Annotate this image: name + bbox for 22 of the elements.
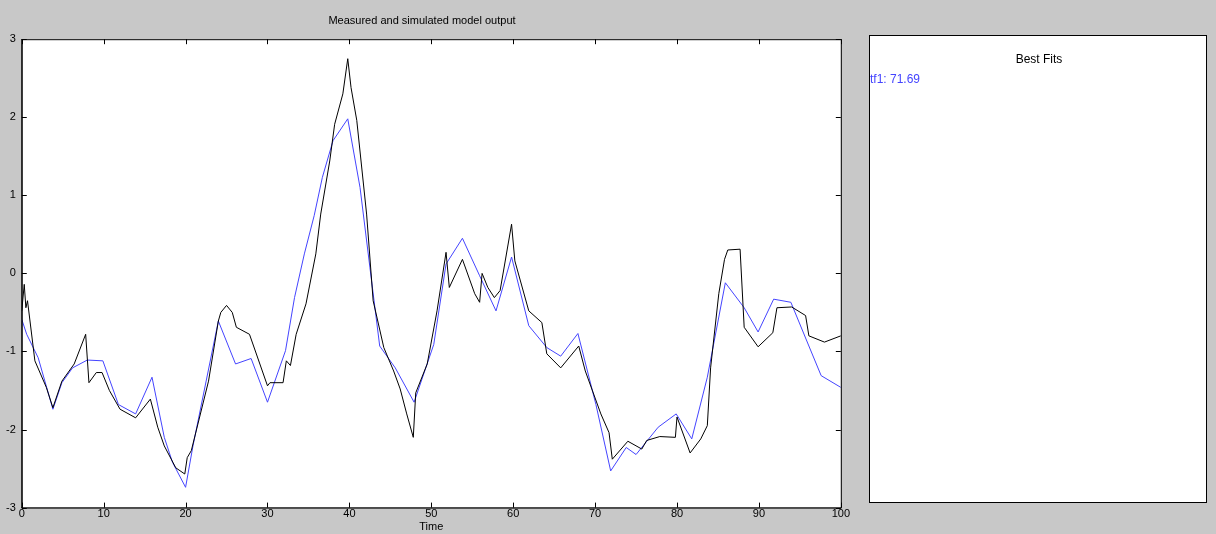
text: tf1: 71.69 — [870, 72, 921, 86]
legend-title: Best Fits — [1014, 52, 1064, 66]
x-tick-label: 40 — [343, 507, 356, 520]
y-tick-label: 0 — [9, 266, 16, 279]
y-tick-label: 2 — [9, 110, 16, 123]
x-tick-label: 50 — [425, 507, 438, 520]
y-tick-label: -2 — [6, 422, 16, 435]
y-tick-label: 1 — [9, 188, 16, 201]
y-tick-label: -1 — [6, 344, 16, 357]
x-tick-label: 70 — [588, 507, 602, 520]
x-tick-label: 10 — [97, 507, 110, 520]
x-tick-label: 20 — [179, 507, 192, 520]
x-tick-label: 80 — [670, 507, 684, 520]
x-axis-title: Time — [419, 520, 444, 533]
y-tick-label: -3 — [6, 500, 16, 513]
x-tick-label: 30 — [261, 507, 274, 520]
y-tick-label: 3 — [9, 32, 16, 45]
chart-title: Measured and simulated model output — [328, 13, 516, 26]
x-tick-label: 60 — [507, 507, 520, 520]
x-tick-label: 0 — [18, 507, 25, 520]
x-tick-label: 100 — [831, 507, 850, 520]
x-tick-label: 90 — [752, 507, 766, 520]
